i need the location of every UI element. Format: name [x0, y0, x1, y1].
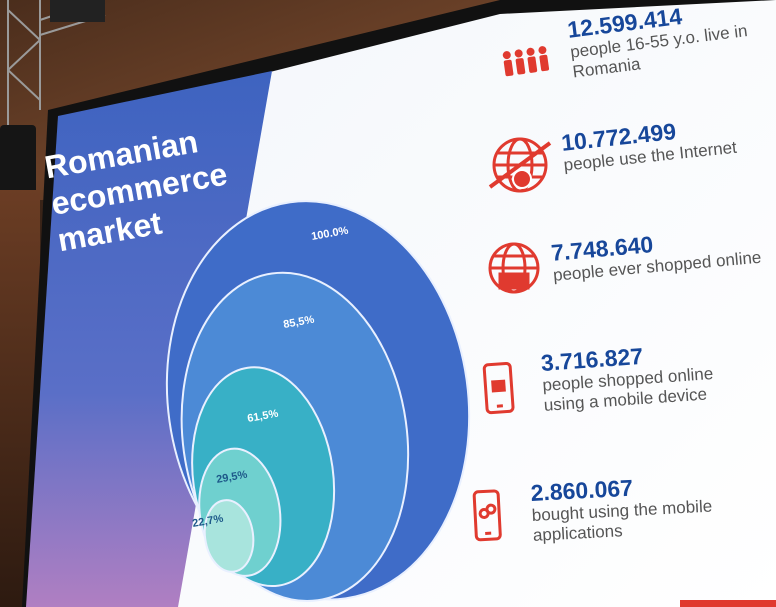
circle-label-29: 29,5% — [215, 469, 248, 486]
circle-22 — [203, 499, 255, 573]
slide-footer-accent — [680, 600, 776, 607]
slide-blue-panel — [26, 71, 272, 607]
mobile-app-icon — [472, 489, 502, 542]
circle-label-85: 85,5% — [282, 314, 315, 331]
globe-shop-icon — [488, 242, 540, 294]
circle-label-22: 22,7% — [191, 513, 224, 530]
circle-label-61: 61,5% — [246, 408, 279, 425]
stat-app-buyers: 2.860.067 bought using the mobile applic… — [530, 471, 714, 546]
mobile-basket-icon — [482, 361, 515, 415]
circle-100-outline — [165, 200, 471, 601]
lighting-truss — [7, 0, 106, 130]
globe-internet-icon — [488, 137, 552, 193]
stat-mobile-shoppers: 3.716.827 people shopped online using a … — [540, 338, 715, 416]
stage-spotlight — [0, 125, 36, 195]
people-icon — [502, 46, 550, 77]
